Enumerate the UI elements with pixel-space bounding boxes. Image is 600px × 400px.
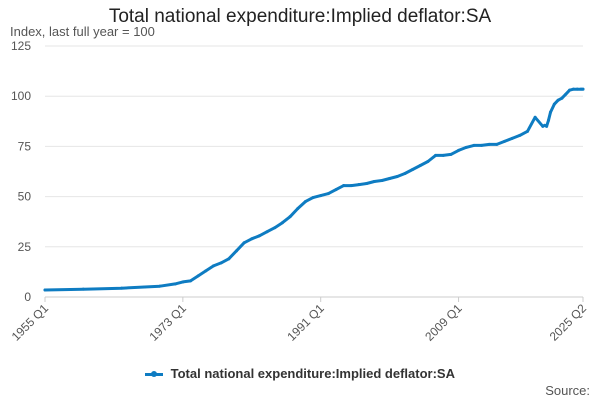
- data-point-45: [480, 143, 484, 147]
- y-tick-label-50: 50: [18, 190, 32, 204]
- data-point-44: [472, 143, 476, 147]
- data-point-8: [196, 274, 200, 278]
- data-point-43: [464, 145, 468, 149]
- data-point-26: [334, 188, 338, 192]
- data-point-30: [365, 182, 369, 186]
- data-point-42: [457, 148, 461, 152]
- data-point-21: [296, 207, 300, 211]
- data-point-27: [342, 184, 346, 188]
- data-point-61: [564, 92, 568, 96]
- data-point-28: [349, 184, 353, 188]
- data-point-48: [503, 139, 507, 143]
- data-point-46: [487, 142, 491, 146]
- data-point-63: [571, 87, 575, 91]
- data-point-13: [234, 249, 238, 253]
- data-point-16: [257, 234, 261, 238]
- data-point-59: [556, 98, 560, 102]
- y-tick-label-0: 0: [24, 290, 31, 304]
- data-point-19: [280, 221, 284, 225]
- data-point-31: [372, 180, 376, 184]
- data-point-1: [81, 287, 85, 291]
- data-point-60: [560, 96, 564, 100]
- data-point-50: [518, 133, 522, 137]
- data-point-34: [395, 175, 399, 179]
- legend[interactable]: Total national expenditure:Implied defla…: [0, 366, 600, 381]
- data-point-47: [495, 142, 499, 146]
- data-point-17: [265, 230, 269, 234]
- legend-swatch: [145, 371, 164, 378]
- data-point-22: [303, 200, 307, 204]
- source-label: Source:: [545, 383, 590, 398]
- y-tick-label-75: 75: [18, 139, 32, 153]
- x-tick-label-2009-q1: 2009 Q1: [422, 301, 465, 344]
- data-point-3: [143, 285, 147, 289]
- data-point-52: [533, 115, 537, 119]
- data-point-56: [547, 118, 551, 122]
- data-point-14: [242, 241, 246, 245]
- series-line-0: [43, 87, 585, 292]
- data-point-6: [181, 280, 185, 284]
- data-point-2: [120, 286, 124, 290]
- data-point-0: [43, 288, 47, 292]
- data-point-32: [380, 179, 384, 183]
- data-point-35: [403, 172, 407, 176]
- data-point-25: [326, 192, 330, 196]
- data-point-64: [575, 87, 579, 91]
- data-point-41: [449, 152, 453, 156]
- y-tick-label-100: 100: [11, 89, 31, 103]
- data-point-51: [525, 129, 529, 133]
- data-point-29: [357, 183, 361, 187]
- data-point-12: [227, 257, 231, 261]
- x-tick-label-1973-q1: 1973 Q1: [147, 301, 190, 344]
- data-point-49: [510, 136, 514, 140]
- data-point-24: [319, 194, 323, 198]
- data-point-11: [219, 261, 223, 265]
- data-point-9: [204, 269, 208, 273]
- data-point-10: [211, 264, 215, 268]
- data-point-33: [388, 177, 392, 181]
- data-point-66: [581, 87, 585, 91]
- x-tick-label-2025-q2: 2025 Q2: [547, 301, 590, 344]
- data-point-57: [548, 110, 552, 114]
- data-point-38: [426, 159, 430, 163]
- data-point-15: [250, 237, 254, 241]
- legend-label: Total national expenditure:Implied defla…: [170, 366, 455, 381]
- data-point-62: [568, 88, 572, 92]
- x-tick-label-1955-q1: 1955 Q1: [9, 301, 52, 344]
- data-point-18: [273, 226, 277, 230]
- data-point-5: [173, 282, 177, 286]
- data-point-36: [411, 167, 415, 171]
- data-point-40: [441, 153, 445, 157]
- data-point-37: [418, 163, 422, 167]
- y-tick-label-25: 25: [18, 240, 32, 254]
- y-axis-label: Index, last full year = 100: [10, 24, 155, 39]
- x-tick-label-1991-q1: 1991 Q1: [284, 301, 327, 344]
- data-point-20: [288, 215, 292, 219]
- data-point-39: [434, 153, 438, 157]
- y-tick-label-125: 125: [11, 39, 31, 53]
- data-point-7: [189, 279, 193, 283]
- data-point-23: [311, 196, 315, 200]
- chart-title: Total national expenditure:Implied defla…: [108, 6, 492, 27]
- data-point-4: [158, 284, 162, 288]
- data-point-55: [545, 124, 549, 128]
- data-point-58: [552, 102, 556, 106]
